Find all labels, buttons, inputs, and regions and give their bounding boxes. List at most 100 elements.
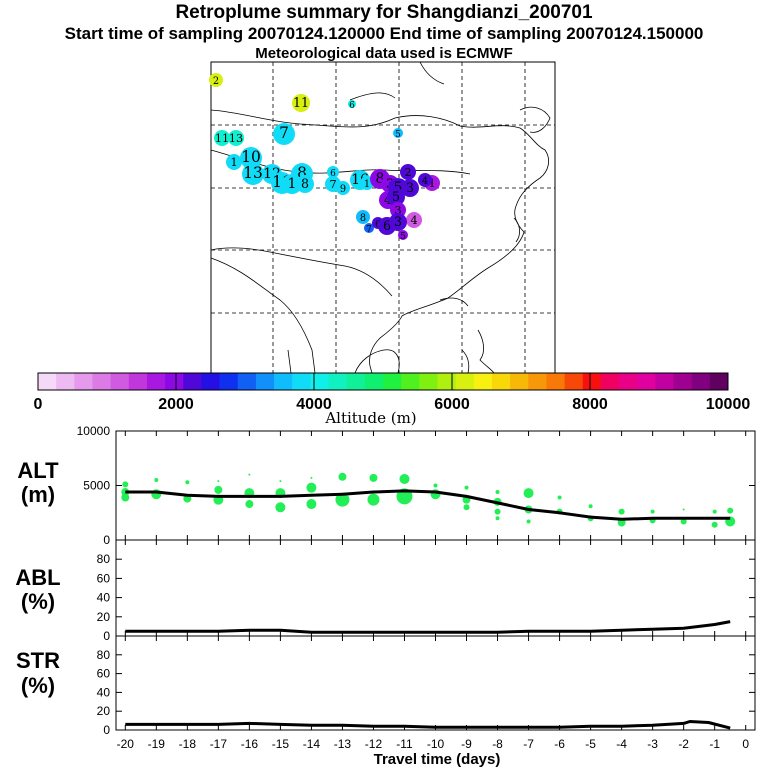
map-marker-label-29: 3	[394, 204, 401, 217]
colorbar-tick-label-2: 4000	[296, 396, 332, 413]
colorbar-tick-label-1: 2000	[158, 396, 194, 413]
panel-str-ytick-label-0: 80	[97, 648, 111, 662]
panel-alt-point-27	[464, 485, 469, 490]
map-marker-22	[400, 164, 416, 180]
colorbar-cell-6	[146, 373, 166, 390]
x-tick-label-6: -14	[303, 737, 321, 751]
alt-label-line1: ALT	[17, 458, 59, 483]
colorbar-cell-34	[655, 373, 675, 390]
x-tick-label-13: -7	[523, 737, 534, 751]
panel-alt-point-13	[279, 480, 282, 483]
panel-alt-point-34	[523, 488, 534, 499]
colorbar-cell-36	[691, 373, 711, 390]
colorbar-cell-10	[219, 373, 239, 390]
panel-abl-series-line	[125, 620, 731, 634]
map-marker-28	[387, 188, 405, 206]
alt-label-line2: (m)	[21, 482, 55, 507]
map-frame	[210, 61, 556, 374]
x-tick-label-1: -19	[148, 737, 166, 751]
panel-alt-point-8	[214, 485, 223, 494]
panel-alt-point-47	[712, 509, 717, 514]
map-marker-label-20: 8	[376, 171, 385, 187]
str-label-line1: STR	[16, 648, 60, 673]
colorbar-cell-7	[165, 373, 184, 390]
panel-alt-point-48	[711, 521, 718, 528]
colorbar-cell-26	[510, 373, 529, 390]
colorbar-cell-29	[564, 373, 584, 390]
colorbar-cell-2	[74, 373, 93, 390]
map-marker-18	[336, 181, 350, 195]
abl-label-line2: (%)	[21, 589, 55, 614]
map-marker-label-8: 1	[230, 156, 237, 169]
colorbar-cell-8	[183, 373, 202, 390]
colorbar-tick-label-5: 10000	[706, 396, 751, 413]
panel-alt-ytick-label-2: 0	[103, 533, 110, 547]
map-marker-30	[406, 212, 422, 228]
map-marker-14	[296, 175, 314, 193]
retroplume-map: 2116571113101131281118166791832351445348…	[209, 61, 556, 374]
colorbar-cell-4	[110, 373, 130, 390]
map-marker-7	[240, 147, 262, 169]
sampling-times: Start time of sampling 20070124.120000 E…	[64, 24, 704, 43]
colorbar-cell-5	[128, 373, 148, 390]
x-tick-label-3: -17	[210, 737, 228, 751]
map-marker-label-31: 8	[360, 213, 366, 224]
panel-alt-point-22	[367, 493, 380, 506]
map-marker-label-32: 7	[366, 225, 372, 235]
map-marker-label-11: 8	[297, 164, 307, 182]
map-marker-label-5: 11	[215, 132, 229, 145]
x-tick-label-20: 0	[742, 737, 749, 751]
panel-alt-point-43	[650, 509, 655, 514]
x-tick-label-11: -9	[461, 737, 472, 751]
map-marker-8	[226, 154, 242, 170]
map-marker-16	[327, 166, 339, 178]
panel-alt-point-2	[121, 493, 130, 502]
colorbar-cell-16	[328, 373, 348, 390]
panel-alt-point-17	[306, 482, 317, 493]
panel-alt-point-0	[122, 481, 129, 488]
colorbar-cell-37	[709, 373, 729, 390]
colorbar-cell-27	[528, 373, 547, 390]
panel-alt-point-12	[245, 500, 254, 509]
colorbar-cell-24	[473, 373, 493, 390]
map-marker-9	[242, 163, 264, 185]
panel-alt-point-45	[682, 508, 685, 511]
x-tick-label-2: -18	[179, 737, 197, 751]
panel-alt-point-36	[526, 519, 531, 524]
map-marker-label-25: 1	[428, 177, 435, 190]
panel-alt-point-15	[275, 502, 286, 513]
map-marker-label-28: 5	[392, 189, 400, 204]
map-marker-4	[273, 123, 295, 145]
colorbar-cell-33	[637, 373, 656, 390]
panel-alt-ytick-label-1: 5000	[83, 479, 110, 493]
map-marker-label-19: 1	[364, 179, 370, 190]
altitude-colorbar: 0 2000 4000 6000 8000 10000 Altitude (m)	[34, 372, 751, 427]
chart-title: Retroplume summary for Shangdianzi_20070…	[175, 2, 593, 23]
panel-abl-ytick-label-4: 0	[103, 629, 110, 643]
panel-alt-point-21	[369, 473, 378, 482]
panel-alt-point-29	[463, 504, 470, 511]
x-tick-label-12: -8	[492, 737, 503, 751]
x-tick-label-10: -10	[427, 737, 445, 751]
colorbar-tick-label-0: 0	[34, 396, 43, 413]
panel-alt-point-7	[217, 480, 220, 483]
map-marker-label-7: 10	[241, 148, 261, 166]
colorbar-cell-14	[292, 373, 311, 390]
colorbar-cell-18	[364, 373, 384, 390]
panel-abl-ytick-label-3: 20	[97, 610, 111, 624]
panel-alt-point-37	[557, 495, 562, 500]
panel-alt-point-33	[495, 516, 500, 521]
panel-alt-point-10	[248, 473, 251, 476]
map-marker-label-30: 4	[410, 214, 417, 227]
x-tick-label-19: -1	[709, 737, 720, 751]
colorbar-cell-32	[619, 373, 638, 390]
panel-alt-point-23	[399, 473, 410, 484]
map-marker-31	[356, 210, 370, 224]
map-marker-2	[348, 100, 356, 108]
map-marker-13	[282, 174, 302, 194]
map-marker-1	[292, 94, 310, 112]
map-marker-26	[418, 173, 432, 187]
panel-alt-point-46	[680, 518, 687, 525]
x-tick-label-0: -20	[117, 737, 135, 751]
colorbar-cell-1	[56, 373, 75, 390]
